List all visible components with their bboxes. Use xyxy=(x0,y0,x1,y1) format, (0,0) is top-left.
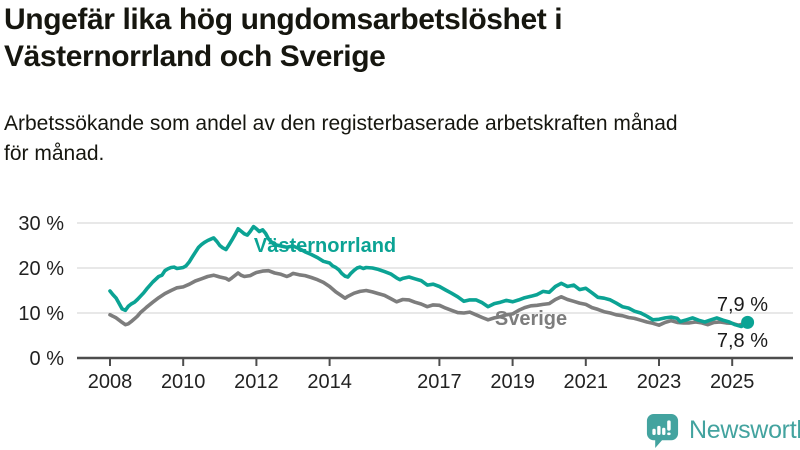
chart-subtitle: Arbetssökande som andel av den registerb… xyxy=(4,112,678,165)
x-tick-label: 2014 xyxy=(307,371,352,393)
latest-value-dot xyxy=(741,315,755,329)
x-tick-label: 2012 xyxy=(234,371,279,393)
x-tick-label: 2021 xyxy=(564,371,609,393)
line-chart: 0 % 10 % 20 % 30 % 2008 2010 2012 2014 2017 2019… xyxy=(18,213,793,393)
page-title: Ungefär lika hög ungdomsarbetslöshet i V… xyxy=(4,3,563,73)
y-tick-label: 30 % xyxy=(18,213,64,235)
bar-chart-glyph xyxy=(652,420,671,436)
series-line-sverige xyxy=(108,268,750,327)
branding: Newsworthy xyxy=(644,412,800,449)
series-line-västernorrland xyxy=(108,224,750,329)
axis-layer: 2008 2010 2012 2014 2017 2019 2021 2023 2025 xyxy=(77,356,793,393)
newsworthy-logo-icon xyxy=(646,413,679,449)
y-tick-label: 20 % xyxy=(18,258,64,280)
newsworthy-wordmark: Newsworthy xyxy=(689,416,800,444)
series-label-vasternorrland: Västernorrland xyxy=(254,235,396,257)
x-tick-label: 2019 xyxy=(490,371,535,393)
gridlines-layer: 0 % 10 % 20 % 30 % xyxy=(18,213,793,370)
series-layer xyxy=(108,224,755,329)
x-tick-label: 2010 xyxy=(161,371,206,393)
end-value-label-vasternorrland: 7,9 % xyxy=(717,294,768,316)
end-value-label-sverige: 7,8 % xyxy=(717,330,768,352)
x-tick-label: 2008 xyxy=(88,371,133,393)
x-tick-label: 2025 xyxy=(710,371,755,393)
x-tick-label: 2017 xyxy=(417,371,462,393)
x-tick-label: 2023 xyxy=(637,371,682,393)
y-tick-label: 10 % xyxy=(18,303,64,325)
series-label-sverige: Sverige xyxy=(495,308,567,330)
y-tick-label: 0 % xyxy=(30,348,65,370)
